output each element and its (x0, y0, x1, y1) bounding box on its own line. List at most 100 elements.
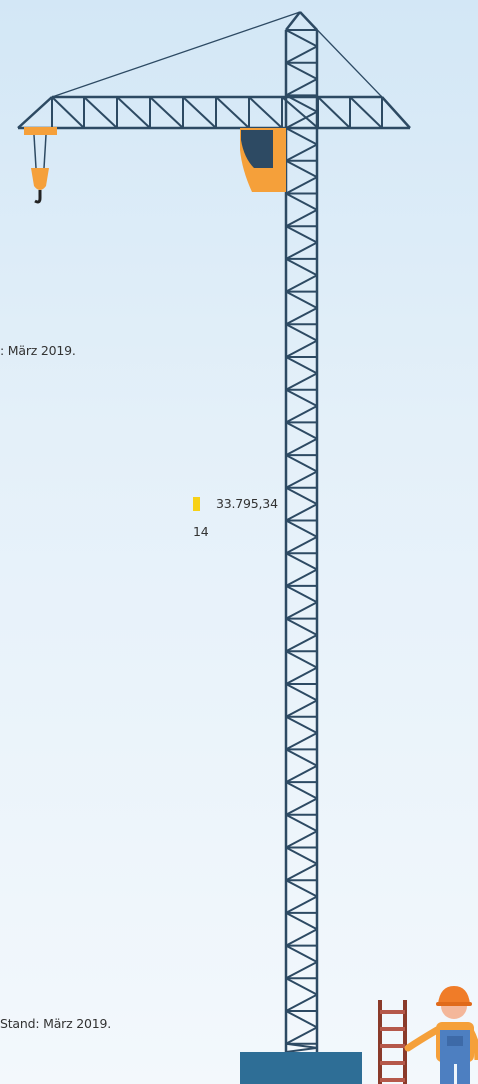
strut (285, 666, 318, 685)
strut (116, 96, 151, 129)
strut (281, 96, 319, 129)
strut (285, 601, 318, 620)
strut (285, 993, 318, 1012)
crane-base (240, 1052, 362, 1084)
strut (285, 61, 318, 80)
strut (285, 683, 318, 702)
strut (299, 11, 318, 31)
rung (380, 1061, 405, 1065)
strut (285, 781, 318, 800)
strut (285, 421, 318, 440)
strut (285, 486, 318, 506)
strut (285, 307, 318, 326)
hook (34, 190, 42, 204)
strut (285, 830, 318, 849)
strut (285, 405, 318, 424)
strut (285, 895, 318, 914)
strut (285, 961, 318, 980)
strut (17, 96, 53, 129)
strut (83, 96, 118, 129)
strut (285, 797, 318, 816)
rung (380, 1010, 405, 1014)
strut (285, 78, 318, 97)
strut (285, 764, 318, 783)
strut (285, 437, 318, 456)
strut (182, 96, 217, 129)
strut (285, 944, 318, 963)
strut (285, 634, 318, 653)
value-text: 33.795,34 (216, 496, 278, 511)
strut (317, 96, 351, 129)
trolley (24, 127, 57, 135)
strut (285, 274, 318, 293)
strut (285, 585, 318, 604)
strut (285, 552, 318, 571)
strut (149, 96, 184, 129)
strut (285, 519, 318, 538)
rung (380, 1078, 405, 1082)
strut (285, 454, 318, 473)
pocket (447, 1036, 463, 1046)
arm (404, 1026, 441, 1052)
strut (285, 258, 318, 277)
strut (285, 159, 318, 179)
strut (285, 372, 318, 391)
strut (285, 503, 318, 522)
value-text: 14 (193, 524, 209, 539)
strut (285, 977, 318, 996)
rung (380, 1044, 405, 1048)
strut (51, 96, 85, 129)
strut (285, 928, 318, 947)
strut (285, 45, 318, 64)
strut (285, 110, 318, 129)
strut (285, 846, 318, 865)
strut (285, 208, 318, 228)
helmet (438, 986, 470, 1004)
strut (285, 715, 318, 734)
strut (381, 96, 411, 129)
hook-block (31, 168, 49, 190)
legend-square (193, 497, 200, 511)
strut (285, 699, 318, 718)
strut (285, 388, 318, 407)
strut (285, 617, 318, 636)
strut (51, 11, 301, 98)
strut (285, 143, 318, 162)
strut (285, 290, 318, 309)
strut (285, 1026, 318, 1045)
strut (285, 339, 318, 358)
strut (285, 1042, 318, 1049)
strut (285, 29, 318, 48)
strut (285, 650, 318, 669)
strut (285, 862, 318, 882)
strut (285, 1046, 318, 1053)
strut (285, 11, 301, 31)
strut (43, 134, 47, 169)
rung (380, 1027, 405, 1031)
strut (285, 535, 318, 555)
strut (285, 356, 318, 375)
strut (285, 1010, 318, 1029)
strut (285, 192, 318, 211)
strut (285, 748, 318, 767)
strut (215, 96, 250, 129)
strut (285, 225, 318, 244)
strut (285, 127, 318, 146)
strut (285, 879, 318, 898)
strut (285, 568, 318, 587)
helmet-brim (436, 1002, 472, 1006)
leg-gap (454, 1064, 457, 1084)
cabin-window (241, 130, 273, 168)
strut (285, 241, 318, 260)
strut (349, 96, 383, 129)
note-text: : März 2019. (0, 343, 76, 358)
strut (248, 96, 283, 129)
strut (33, 134, 37, 169)
strut (285, 176, 318, 195)
strut (285, 732, 318, 751)
strut (285, 323, 318, 342)
strut (285, 94, 318, 113)
strut (285, 813, 318, 833)
